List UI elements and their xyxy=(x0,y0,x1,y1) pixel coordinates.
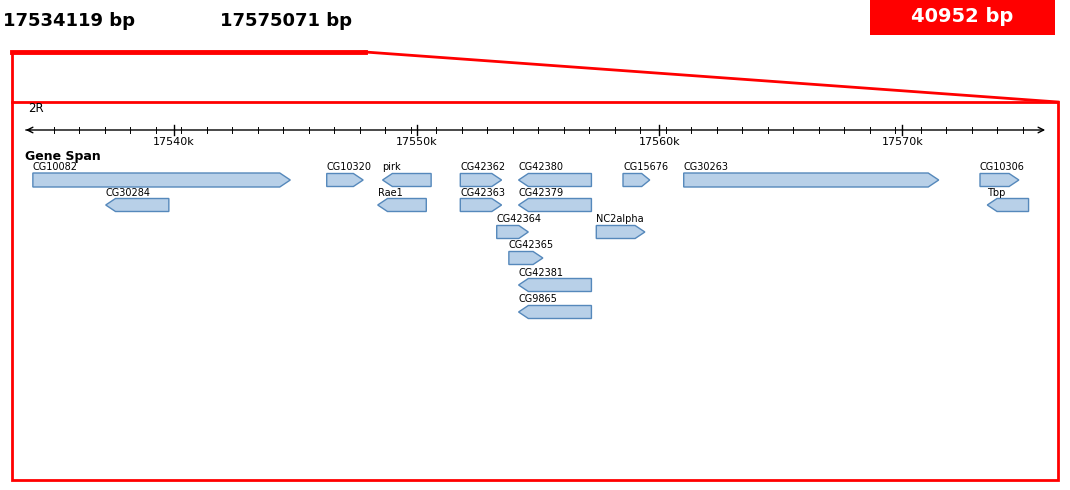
Bar xyxy=(418,102,448,480)
Text: CG9865: CG9865 xyxy=(519,294,557,304)
Text: NC2alpha: NC2alpha xyxy=(596,215,644,224)
Polygon shape xyxy=(623,173,649,187)
Text: 40952 bp: 40952 bp xyxy=(912,7,1013,26)
Text: CG42380: CG42380 xyxy=(519,163,564,172)
Text: CG30284: CG30284 xyxy=(106,188,151,197)
Text: pirk: pirk xyxy=(383,163,401,172)
Polygon shape xyxy=(519,305,592,318)
Bar xyxy=(593,102,622,480)
Text: 17570k: 17570k xyxy=(882,137,923,147)
Bar xyxy=(652,102,681,480)
Bar xyxy=(942,102,970,480)
Bar xyxy=(303,102,332,480)
Bar xyxy=(361,102,389,480)
Polygon shape xyxy=(33,173,290,187)
Text: Tbp: Tbp xyxy=(988,188,1006,197)
Bar xyxy=(244,102,274,480)
Polygon shape xyxy=(383,173,431,187)
Bar xyxy=(535,102,564,480)
Polygon shape xyxy=(509,251,542,265)
Text: CG42362: CG42362 xyxy=(460,163,505,172)
Bar xyxy=(884,102,913,480)
Bar xyxy=(767,102,796,480)
Text: 17560k: 17560k xyxy=(639,137,681,147)
Polygon shape xyxy=(684,173,938,187)
Polygon shape xyxy=(460,198,502,212)
Text: CG42379: CG42379 xyxy=(519,188,564,197)
Polygon shape xyxy=(106,198,169,212)
Text: CG42365: CG42365 xyxy=(509,241,554,250)
Polygon shape xyxy=(519,198,592,212)
Text: CG10320: CG10320 xyxy=(326,163,371,172)
Bar xyxy=(12,102,1058,480)
Polygon shape xyxy=(460,173,502,187)
Text: CG10306: CG10306 xyxy=(980,163,1025,172)
Text: CG15676: CG15676 xyxy=(623,163,668,172)
Text: 17534119 bp: 17534119 bp xyxy=(3,12,135,30)
Text: 17540k: 17540k xyxy=(153,137,195,147)
Polygon shape xyxy=(596,225,645,239)
Text: 17550k: 17550k xyxy=(396,137,438,147)
Polygon shape xyxy=(326,173,363,187)
Text: Rae1: Rae1 xyxy=(378,188,402,197)
Bar xyxy=(186,102,215,480)
Bar xyxy=(870,0,1055,35)
Text: 17575071 bp: 17575071 bp xyxy=(220,12,352,30)
Polygon shape xyxy=(378,198,426,212)
Text: CG42381: CG42381 xyxy=(519,268,564,277)
Polygon shape xyxy=(988,198,1028,212)
Bar xyxy=(999,102,1029,480)
Text: Gene Span: Gene Span xyxy=(25,150,101,163)
Text: CG10082: CG10082 xyxy=(33,162,78,172)
Polygon shape xyxy=(496,225,529,239)
Text: CG42363: CG42363 xyxy=(460,188,505,197)
Bar xyxy=(128,102,157,480)
Polygon shape xyxy=(519,278,592,292)
Bar xyxy=(709,102,738,480)
Text: 2R: 2R xyxy=(28,102,44,115)
Bar xyxy=(826,102,855,480)
Bar xyxy=(71,102,100,480)
Text: CG42364: CG42364 xyxy=(496,215,541,224)
Polygon shape xyxy=(980,173,1019,187)
Bar xyxy=(477,102,506,480)
Text: CG30263: CG30263 xyxy=(684,162,729,172)
Polygon shape xyxy=(519,173,592,187)
Bar xyxy=(12,102,41,480)
